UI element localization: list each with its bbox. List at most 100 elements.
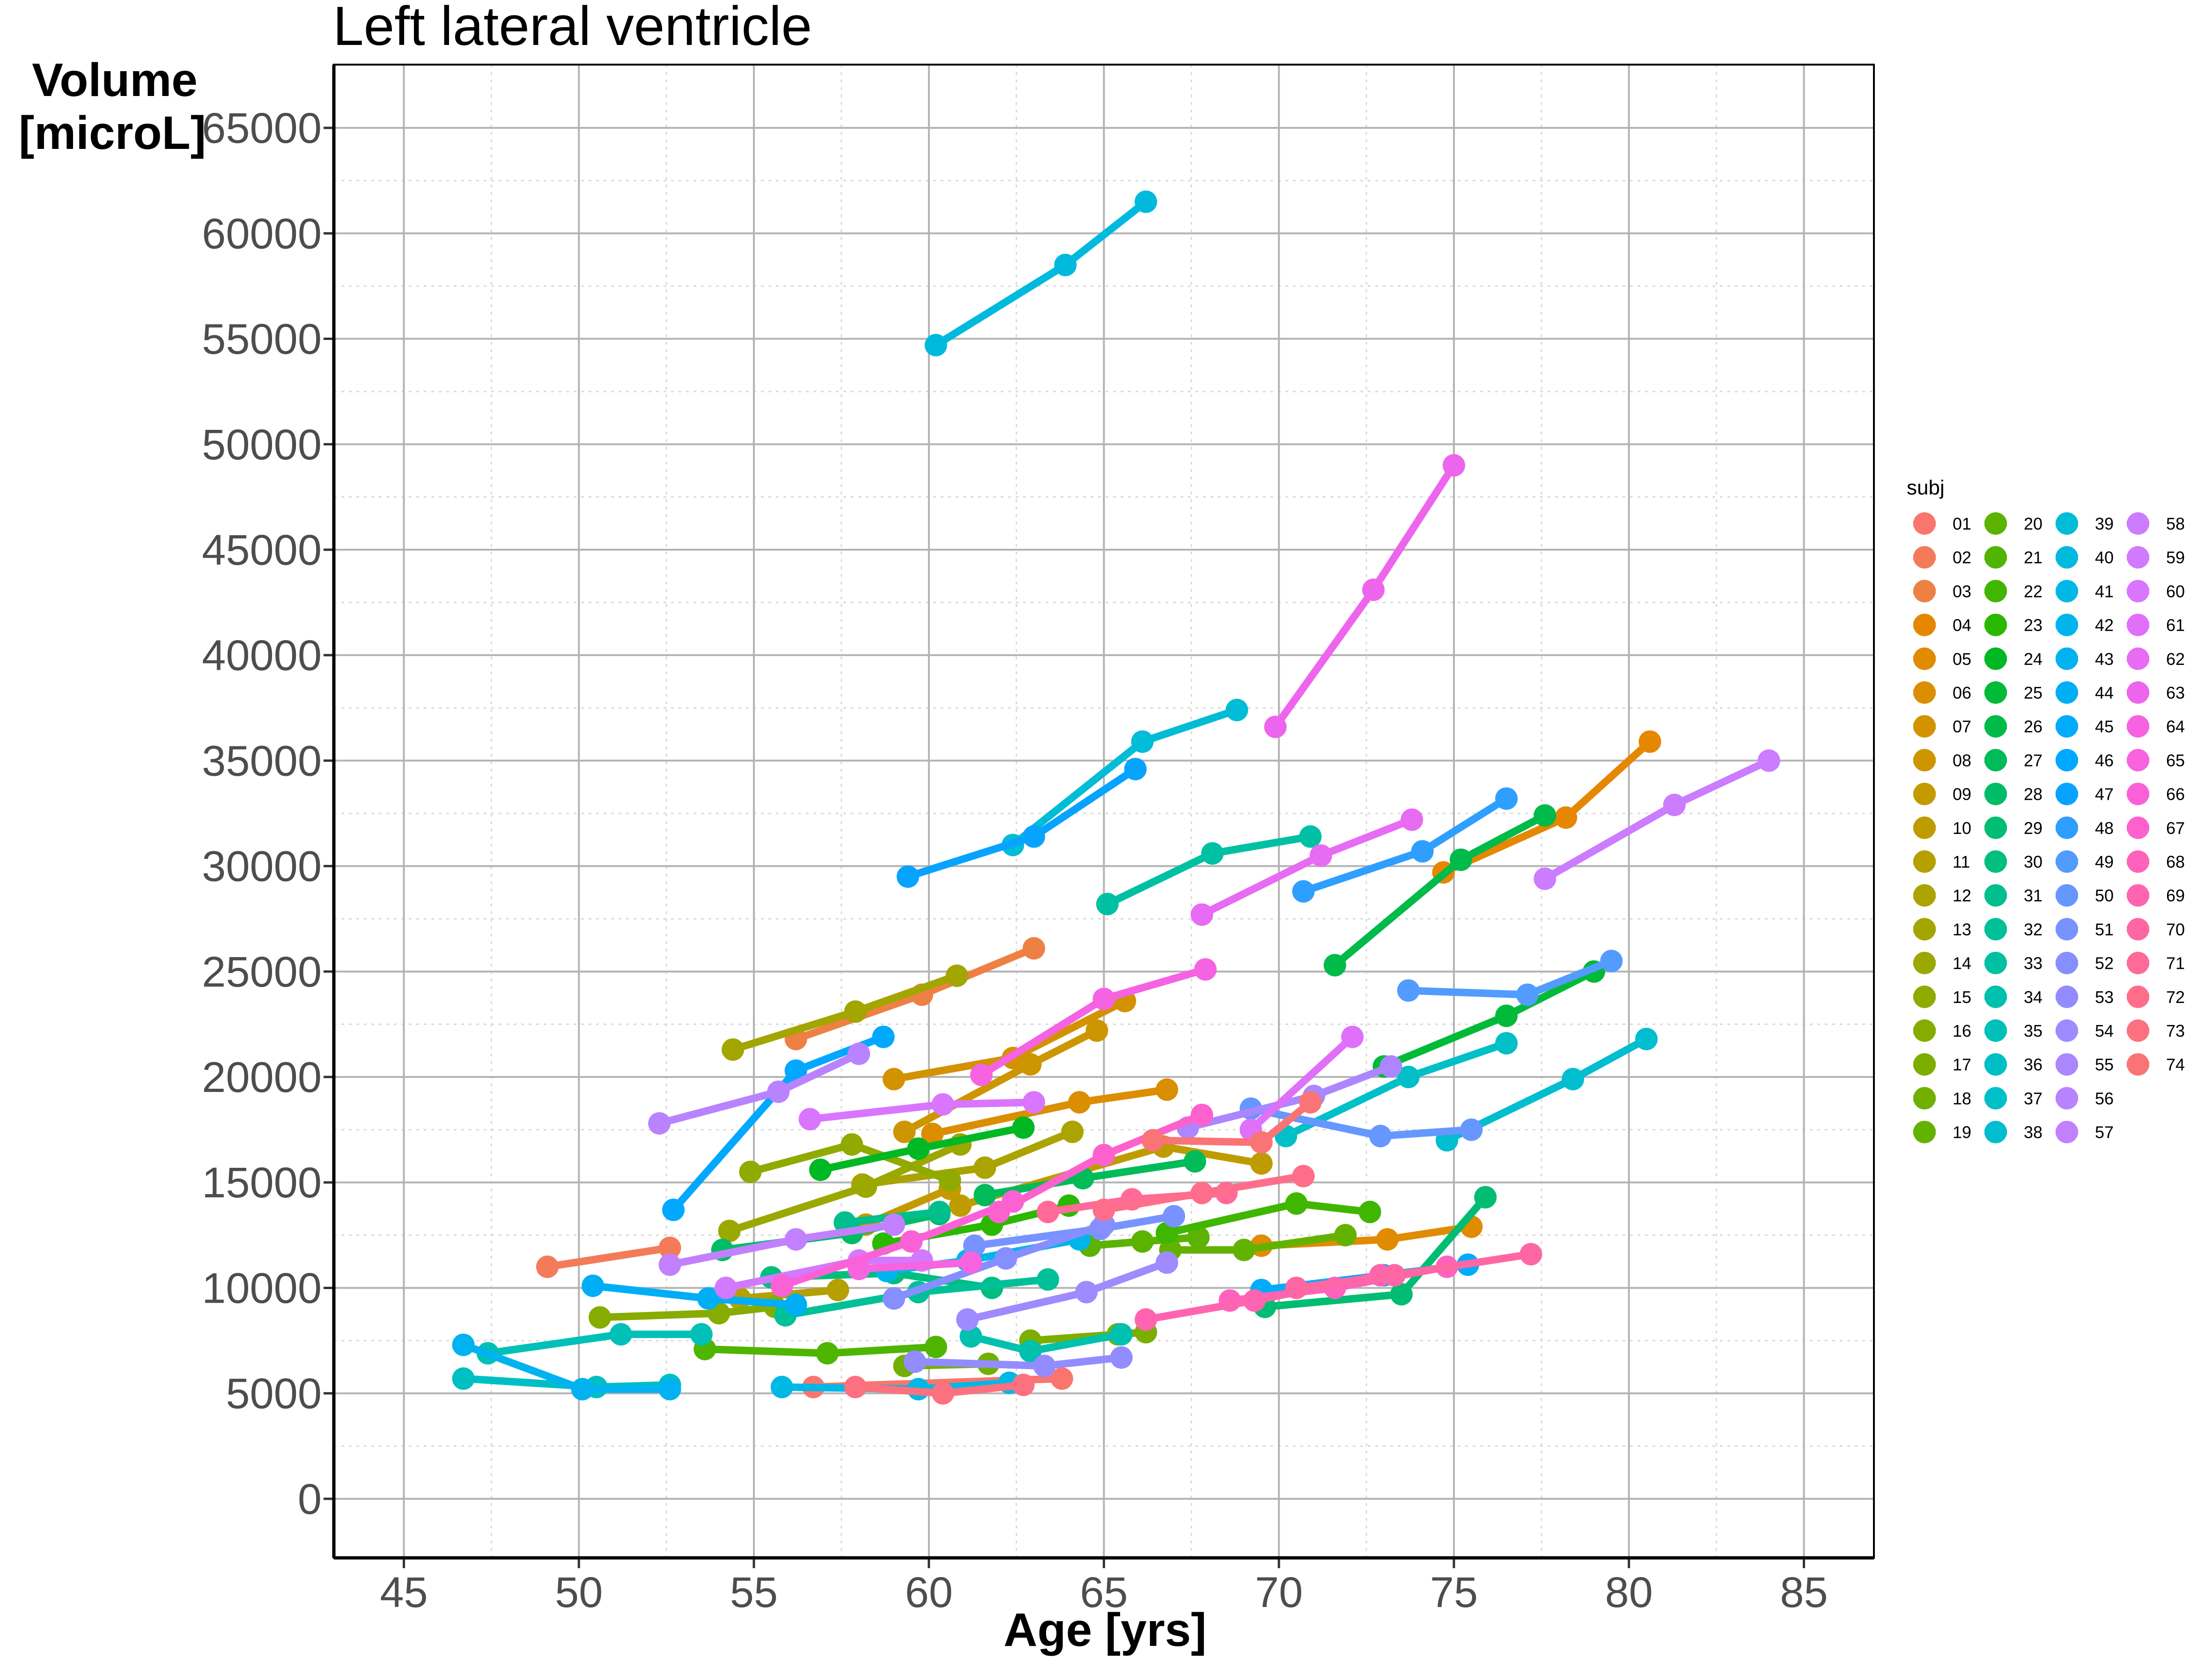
data-point-46 bbox=[784, 1059, 807, 1082]
x-tick-label: 70 bbox=[1255, 1569, 1303, 1616]
x-tick-label: 55 bbox=[730, 1569, 778, 1616]
legend-label: 50 bbox=[2095, 886, 2114, 905]
legend-label: 43 bbox=[2095, 649, 2114, 669]
legend-item-30: 30 bbox=[1984, 850, 2042, 873]
legend-key-point bbox=[1984, 816, 2007, 839]
data-point-72 bbox=[1092, 1198, 1115, 1221]
chart-title: Left lateral ventricle bbox=[333, 0, 812, 57]
legend-label: 18 bbox=[1953, 1089, 1971, 1108]
data-point-33 bbox=[1096, 892, 1119, 915]
data-point-67 bbox=[1092, 1143, 1115, 1166]
legend-key-point bbox=[2127, 1019, 2149, 1042]
legend-label: 09 bbox=[1953, 785, 1971, 804]
legend-key-point bbox=[2056, 613, 2078, 636]
data-point-32 bbox=[1036, 1268, 1059, 1291]
legend-item-55: 55 bbox=[2056, 1053, 2114, 1076]
legend-key-point bbox=[2127, 918, 2149, 941]
data-point-73 bbox=[931, 1382, 954, 1405]
data-point-67 bbox=[1190, 1104, 1213, 1127]
legend-item-06: 06 bbox=[1913, 681, 1971, 704]
y-axis-title-line: [microL] bbox=[19, 107, 206, 159]
legend-label: 20 bbox=[2024, 514, 2042, 533]
series-line-61 bbox=[1247, 1033, 1357, 1134]
legend-item-73: 73 bbox=[2127, 1019, 2185, 1042]
legend-item-54: 54 bbox=[2056, 1019, 2114, 1042]
data-point-47 bbox=[896, 865, 919, 888]
legend-item-41: 41 bbox=[2056, 580, 2114, 603]
data-point-35 bbox=[609, 1323, 632, 1346]
data-point-02 bbox=[536, 1255, 559, 1278]
legend-key-point bbox=[2056, 816, 2078, 839]
y-tick-label: 25000 bbox=[202, 948, 322, 996]
data-point-63 bbox=[1443, 454, 1465, 477]
legend-item-44: 44 bbox=[2056, 681, 2114, 704]
y-tick-label: 55000 bbox=[202, 316, 322, 363]
data-point-73 bbox=[1012, 1373, 1035, 1396]
legend-key-point bbox=[2127, 580, 2149, 603]
legend-key-point bbox=[1913, 1053, 1936, 1076]
legend-item-71: 71 bbox=[2127, 951, 2185, 974]
data-point-52 bbox=[995, 1247, 1018, 1270]
legend-label: 04 bbox=[1953, 616, 1971, 635]
y-tick-label: 15000 bbox=[202, 1159, 322, 1207]
series-56 bbox=[648, 1042, 870, 1135]
legend-item-20: 20 bbox=[1984, 512, 2042, 535]
legend-label: 33 bbox=[2024, 954, 2042, 973]
legend-item-16: 16 bbox=[1913, 1019, 1971, 1042]
legend-label: 69 bbox=[2166, 886, 2185, 905]
legend-item-03: 03 bbox=[1913, 580, 1971, 603]
data-point-49 bbox=[1600, 950, 1623, 973]
legend-item-74: 74 bbox=[2127, 1053, 2185, 1076]
legend-label: 38 bbox=[2024, 1123, 2042, 1142]
series-14 bbox=[718, 1133, 972, 1242]
data-point-61 bbox=[1341, 1025, 1364, 1048]
legend-key-point bbox=[2056, 681, 2078, 704]
legend-item-48: 48 bbox=[2056, 816, 2114, 839]
data-point-35 bbox=[690, 1323, 713, 1346]
legend-item-19: 19 bbox=[1913, 1121, 1971, 1143]
series-04 bbox=[1432, 730, 1661, 884]
legend-label: 35 bbox=[2024, 1021, 2042, 1040]
legend-label: 70 bbox=[2166, 920, 2185, 939]
data-point-07 bbox=[883, 1068, 905, 1091]
y-axis-title-line: Volume bbox=[32, 54, 198, 106]
legend-label: 01 bbox=[1953, 514, 1971, 533]
legend-key-point bbox=[2056, 512, 2078, 535]
legend-key-point bbox=[1913, 816, 1936, 839]
legend-key-point bbox=[1984, 681, 2007, 704]
legend-key-point bbox=[2056, 546, 2078, 569]
legend-label: 39 bbox=[2095, 514, 2114, 533]
x-tick-label: 65 bbox=[1080, 1569, 1128, 1616]
legend-item-38: 38 bbox=[1984, 1121, 2042, 1143]
data-point-06 bbox=[1156, 1078, 1179, 1101]
legend-item-28: 28 bbox=[1984, 782, 2042, 805]
data-point-34 bbox=[1019, 1340, 1042, 1363]
series-70 bbox=[1285, 1243, 1542, 1299]
data-point-51 bbox=[963, 1234, 986, 1257]
legend-key-point bbox=[2127, 850, 2149, 873]
data-point-44 bbox=[784, 1293, 807, 1316]
legend-label: 73 bbox=[2166, 1021, 2185, 1040]
data-point-22 bbox=[1358, 1201, 1381, 1224]
data-point-52 bbox=[883, 1287, 905, 1310]
data-point-56 bbox=[767, 1080, 790, 1103]
data-point-71 bbox=[1036, 1201, 1059, 1224]
series-58 bbox=[1534, 749, 1780, 890]
legend-item-56: 56 bbox=[2056, 1087, 2114, 1110]
legend-label: 44 bbox=[2095, 683, 2114, 702]
legend-key-point bbox=[1913, 782, 1936, 805]
data-point-14 bbox=[718, 1219, 741, 1242]
legend-item-21: 21 bbox=[1984, 546, 2042, 569]
legend-label: 41 bbox=[2095, 582, 2114, 601]
axes bbox=[324, 64, 1875, 1568]
legend-key-point bbox=[1984, 782, 2007, 805]
data-point-34 bbox=[959, 1325, 982, 1348]
legend-item-14: 14 bbox=[1913, 951, 1971, 974]
series-13 bbox=[722, 964, 968, 1061]
series-29 bbox=[1253, 1186, 1497, 1318]
legend-key-point bbox=[1984, 850, 2007, 873]
series-06 bbox=[921, 1078, 1179, 1145]
legend-item-27: 27 bbox=[1984, 749, 2042, 772]
data-point-58 bbox=[1663, 793, 1686, 816]
legend-item-66: 66 bbox=[2127, 782, 2185, 805]
